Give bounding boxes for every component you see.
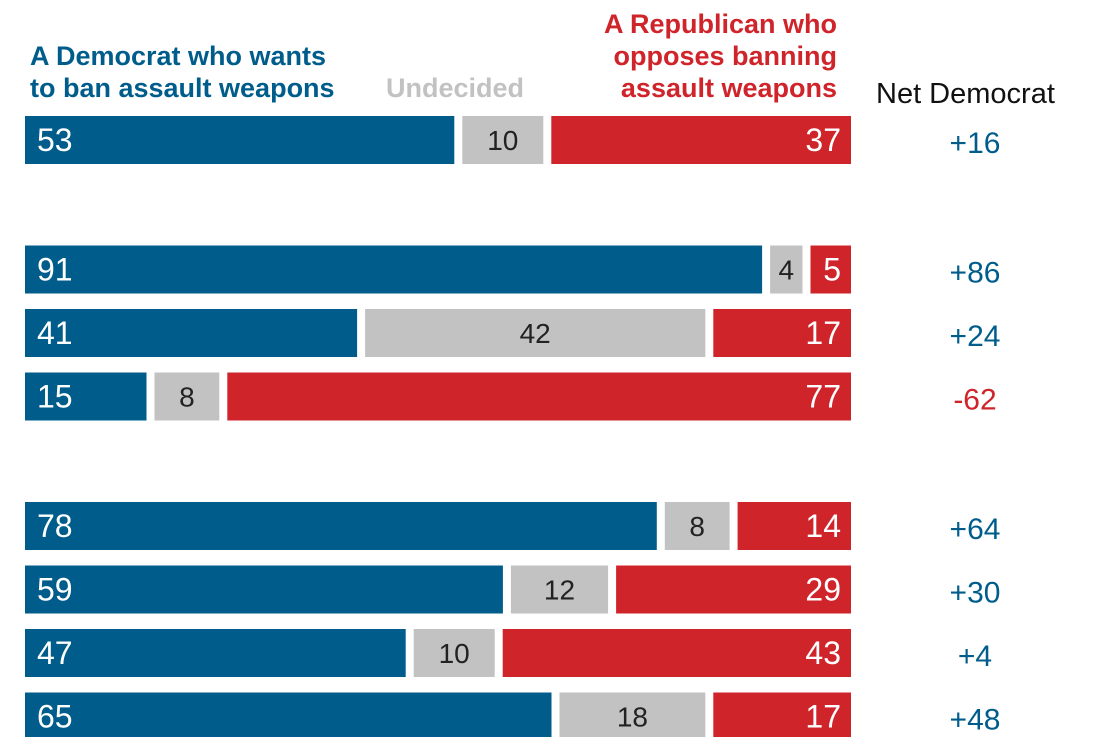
bar-undecided-g2-r0 <box>664 502 730 550</box>
bar-republican-g1-r0 <box>810 245 851 294</box>
net-value-g2-r2: +4 <box>958 640 992 673</box>
label-undecided-g2-r1: 12 <box>544 575 575 606</box>
bar-undecided-g1-r1 <box>365 309 706 357</box>
bar-democrat-g2-r1 <box>25 565 503 614</box>
bar-undecided-g2-r1 <box>510 565 609 614</box>
label-republican-g1-r1: 17 <box>805 315 841 351</box>
legend-undecided: Undecided <box>386 73 525 103</box>
label-undecided-g1-r0: 4 <box>779 255 795 286</box>
legend-republican: A Republican who opposes banning assault… <box>603 9 837 103</box>
net-value-g2-r1: +30 <box>950 577 1001 610</box>
label-democrat-g1-r1: 41 <box>37 315 73 351</box>
bar-republican-g1-r1 <box>713 309 851 357</box>
net-value-g2-r3: +48 <box>950 704 1001 737</box>
legend-democrat: A Democrat who wants to ban assault weap… <box>30 41 335 103</box>
label-democrat-g2-r1: 59 <box>37 572 73 608</box>
bar-republican-g2-r3 <box>713 692 851 737</box>
label-democrat-g1-r2: 15 <box>37 379 73 415</box>
bar-democrat-g1-r2 <box>25 372 147 421</box>
bar-democrat-g1-r0 <box>25 245 763 294</box>
label-democrat-g0-r0: 53 <box>37 122 73 158</box>
bar-undecided-g2-r3 <box>559 692 706 737</box>
net-value-g1-r2: -62 <box>953 384 996 417</box>
bar-republican-g1-r2 <box>227 372 852 421</box>
label-undecided-g2-r3: 18 <box>617 702 648 733</box>
label-republican-g2-r1: 29 <box>805 572 841 608</box>
bar-democrat-g2-r3 <box>25 692 552 737</box>
net-value-g2-r0: +64 <box>950 513 1001 546</box>
label-democrat-g2-r2: 47 <box>37 635 73 671</box>
label-republican-g0-r0: 37 <box>805 122 841 158</box>
bar-republican-g2-r1 <box>616 565 851 614</box>
net-democrat-header: Net Democrat <box>876 78 1055 110</box>
label-democrat-g2-r0: 78 <box>37 508 73 544</box>
label-undecided-g2-r0: 8 <box>689 511 705 542</box>
bar-undecided-g0-r0 <box>462 116 544 164</box>
net-value-g0-r0: +16 <box>950 127 1001 160</box>
label-democrat-g1-r0: 91 <box>37 252 73 288</box>
net-value-g1-r0: +86 <box>950 257 1001 290</box>
label-republican-g2-r3: 17 <box>805 699 841 735</box>
bar-republican-g0-r0 <box>551 116 851 164</box>
label-undecided-g0-r0: 10 <box>487 125 518 156</box>
bar-republican-g2-r0 <box>737 502 851 550</box>
bar-undecided-g1-r2 <box>154 372 220 421</box>
label-republican-g2-r2: 43 <box>805 635 841 671</box>
label-undecided-g2-r2: 10 <box>439 638 470 669</box>
bar-democrat-g2-r0 <box>25 502 657 550</box>
label-republican-g1-r0: 5 <box>823 252 841 288</box>
bar-democrat-g2-r2 <box>25 629 406 677</box>
bar-republican-g2-r2 <box>502 629 851 677</box>
label-republican-g2-r0: 14 <box>805 508 841 544</box>
bar-democrat-g1-r1 <box>25 309 358 357</box>
label-undecided-g1-r2: 8 <box>179 382 195 413</box>
label-undecided-g1-r1: 42 <box>520 318 551 349</box>
bar-undecided-g2-r2 <box>413 629 495 677</box>
bar-undecided-g1-r0 <box>770 245 803 294</box>
bar-democrat-g0-r0 <box>25 116 455 164</box>
net-value-g1-r1: +24 <box>950 320 1001 353</box>
label-democrat-g2-r3: 65 <box>37 699 73 735</box>
label-republican-g1-r2: 77 <box>805 379 841 415</box>
